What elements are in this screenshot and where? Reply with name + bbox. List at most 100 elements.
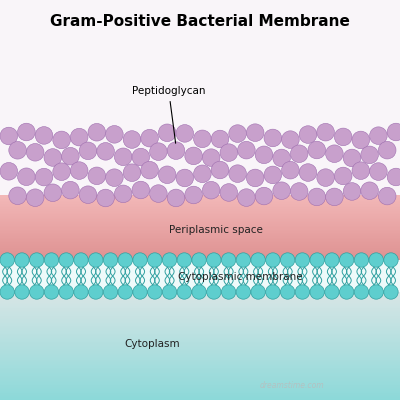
Bar — [0, 396, 400, 399]
Bar — [0, 196, 400, 198]
Circle shape — [162, 253, 177, 267]
Circle shape — [132, 181, 150, 199]
Circle shape — [0, 253, 14, 267]
Bar — [0, 388, 400, 390]
Circle shape — [310, 285, 324, 299]
Bar — [0, 249, 400, 250]
Circle shape — [118, 253, 132, 267]
Bar — [0, 238, 400, 240]
Bar — [0, 243, 400, 245]
Circle shape — [88, 285, 103, 299]
Bar — [0, 295, 400, 298]
Circle shape — [15, 285, 29, 299]
Circle shape — [176, 124, 194, 142]
Circle shape — [44, 253, 59, 267]
Circle shape — [103, 285, 118, 299]
Bar — [0, 298, 400, 300]
Bar — [0, 292, 400, 295]
Circle shape — [211, 130, 229, 148]
Bar — [0, 328, 400, 330]
Circle shape — [295, 285, 310, 299]
Circle shape — [236, 285, 250, 299]
Bar — [0, 257, 400, 258]
Bar — [0, 357, 400, 360]
Bar — [0, 222, 400, 223]
Circle shape — [62, 148, 79, 165]
Bar — [0, 250, 400, 252]
Bar — [0, 349, 400, 351]
Text: dreamstime.com: dreamstime.com — [260, 381, 324, 390]
Bar — [0, 195, 400, 197]
Bar — [0, 371, 400, 373]
Circle shape — [280, 285, 295, 299]
Circle shape — [384, 285, 398, 299]
Bar — [0, 345, 400, 347]
Bar — [0, 205, 400, 206]
Circle shape — [132, 148, 150, 166]
Bar — [0, 208, 400, 210]
Circle shape — [251, 253, 265, 267]
Bar — [0, 236, 400, 238]
Circle shape — [266, 285, 280, 299]
Bar — [0, 0, 400, 196]
Bar — [0, 299, 400, 302]
Circle shape — [246, 124, 264, 142]
Circle shape — [30, 285, 44, 299]
Circle shape — [158, 166, 176, 184]
Bar — [0, 202, 400, 203]
Circle shape — [343, 149, 361, 167]
Circle shape — [317, 169, 334, 186]
Circle shape — [290, 145, 308, 162]
Bar — [0, 363, 400, 365]
Bar — [0, 230, 400, 231]
Circle shape — [185, 186, 202, 204]
Circle shape — [133, 285, 147, 299]
Circle shape — [326, 145, 343, 162]
Bar — [0, 390, 400, 392]
Circle shape — [310, 253, 324, 267]
Bar — [0, 237, 400, 238]
Circle shape — [118, 285, 132, 299]
Bar — [0, 215, 400, 217]
Bar — [0, 384, 400, 386]
Circle shape — [148, 285, 162, 299]
Bar — [0, 378, 400, 380]
Bar — [0, 210, 400, 212]
Bar — [0, 210, 400, 211]
Bar — [0, 379, 400, 381]
Bar — [0, 223, 400, 225]
Bar — [0, 239, 400, 241]
Circle shape — [15, 253, 29, 267]
Bar — [0, 321, 400, 323]
Circle shape — [361, 182, 378, 200]
Circle shape — [369, 285, 383, 299]
Circle shape — [44, 184, 62, 202]
Bar — [0, 233, 400, 234]
Circle shape — [264, 129, 282, 147]
Bar — [0, 386, 400, 388]
Circle shape — [236, 253, 250, 267]
Circle shape — [334, 167, 352, 185]
Bar — [0, 353, 400, 356]
Bar — [0, 368, 400, 370]
Bar — [0, 309, 400, 311]
Circle shape — [229, 165, 246, 182]
Circle shape — [370, 163, 387, 180]
Bar — [0, 392, 400, 394]
Bar — [0, 291, 400, 293]
Bar — [0, 314, 400, 316]
Circle shape — [280, 253, 295, 267]
Circle shape — [282, 131, 299, 148]
Bar — [0, 219, 400, 221]
Circle shape — [114, 148, 132, 166]
Bar — [0, 350, 400, 353]
Circle shape — [74, 253, 88, 267]
Bar — [0, 242, 400, 244]
Bar — [0, 252, 400, 254]
Bar — [0, 364, 400, 366]
Circle shape — [150, 185, 167, 202]
Bar — [0, 306, 400, 308]
Bar — [0, 242, 400, 243]
Bar — [0, 206, 400, 207]
Circle shape — [352, 131, 370, 149]
